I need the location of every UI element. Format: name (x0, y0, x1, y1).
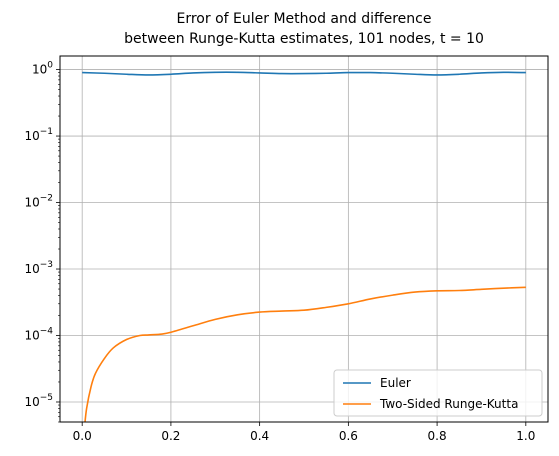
y-axis: 10−5 10−4 10−3 10−2 10−1 100 (24, 61, 60, 423)
chart-title-line-2: between Runge-Kutta estimates, 101 nodes… (124, 31, 484, 47)
y-tick-label: 10−1 (24, 127, 53, 143)
x-axis: 0.0 0.2 0.4 0.6 0.8 1.0 (73, 422, 535, 443)
x-tick-label: 0.8 (428, 429, 447, 443)
y-tick-label: 10−2 (24, 194, 53, 210)
grid (60, 56, 548, 422)
y-tick-label: 100 (32, 61, 53, 77)
x-tick-label: 0.6 (339, 429, 358, 443)
legend-box (333, 369, 543, 417)
y-tick-label: 10−3 (24, 260, 53, 276)
plot-area (82, 71, 526, 422)
plot-frame (59, 55, 549, 423)
chart-title-line-1: Error of Euler Method and difference (177, 11, 432, 27)
y-tick-label: 10−5 (24, 393, 53, 409)
series-line-euler (82, 71, 526, 76)
x-tick-label: 0.2 (161, 429, 180, 443)
legend-label-euler: Euler (380, 376, 411, 390)
x-tick-label: 1.0 (516, 429, 535, 443)
series-line-two-sided-runge-kutta (84, 286, 526, 422)
legend: Euler Two-Sided Runge-Kutta (333, 369, 543, 417)
x-tick-label: 0.0 (73, 429, 92, 443)
x-tick-label: 0.4 (250, 429, 269, 443)
y-tick-label: 10−4 (24, 327, 53, 343)
legend-label-runge-kutta: Two-Sided Runge-Kutta (379, 397, 518, 411)
